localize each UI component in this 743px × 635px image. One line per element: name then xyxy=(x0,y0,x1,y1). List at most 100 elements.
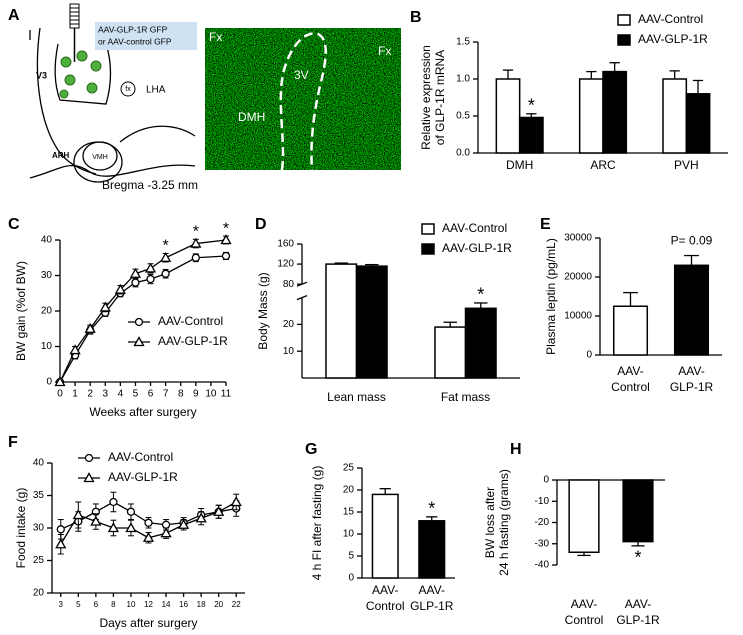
x-tick-label: 2 xyxy=(87,389,93,400)
y-tick-label: 1.0 xyxy=(456,74,470,85)
x-axis-label: Weeks after surgery xyxy=(89,405,196,419)
y-tick-label: 40 xyxy=(41,235,53,246)
y-tick-label: 10 xyxy=(41,341,53,352)
error-bar xyxy=(609,62,620,72)
panel-letter: E xyxy=(540,216,551,233)
error-bar xyxy=(502,69,514,79)
bar xyxy=(622,479,654,543)
bar xyxy=(325,263,358,379)
y-tick-label: 0 xyxy=(46,377,52,388)
x-tick-label: 10 xyxy=(205,389,217,400)
panel-letter: G xyxy=(305,441,317,458)
panel-letter: D xyxy=(255,216,267,233)
image-label: Fx xyxy=(209,30,222,44)
y-axis-label: BW gain (%of BW) xyxy=(14,261,28,361)
marker-triangle xyxy=(84,322,96,333)
error-bar xyxy=(474,302,488,309)
series-line xyxy=(59,255,227,383)
x-tick-label: 8 xyxy=(111,600,116,609)
y-tick-label: -40 xyxy=(535,560,550,571)
syringe-thread xyxy=(70,7,79,25)
vmh-outer xyxy=(73,141,123,183)
y-tick-label: 15 xyxy=(343,507,355,518)
marker-triangle xyxy=(55,538,67,549)
y-tick-label: 0 xyxy=(543,475,549,486)
bar xyxy=(418,520,446,579)
injection-label: or AAV-control GFP xyxy=(98,36,172,46)
x-tick-label: 11 xyxy=(221,389,232,400)
y-tick-label: 25 xyxy=(343,463,355,474)
annotation: * xyxy=(477,285,484,305)
y-tick-label: 20 xyxy=(283,319,295,330)
x-tick-label: 8 xyxy=(178,389,184,400)
y-axis-label: BW loss after xyxy=(483,487,497,558)
marker-circle xyxy=(191,253,200,262)
x-tick-label: 6 xyxy=(148,389,154,400)
marker-circle xyxy=(131,278,140,287)
y-tick-label: 20 xyxy=(343,485,355,496)
error-bar xyxy=(443,321,457,328)
y-tick-label: 0.5 xyxy=(456,111,470,122)
bregma-label: Bregma -3.25 mm xyxy=(102,178,198,192)
y-tick-label: 25 xyxy=(33,555,45,566)
x-tick-label: AAV-GLP-1R xyxy=(670,364,714,394)
marker-circle xyxy=(161,520,171,529)
legend-label: AAV-GLP-1R xyxy=(442,241,512,255)
marker-triangle xyxy=(107,522,120,533)
annotation: * xyxy=(193,224,199,241)
legend-swatch xyxy=(617,14,631,26)
x-tick-label: 20 xyxy=(214,600,223,609)
slice-curve xyxy=(119,125,196,143)
marker-circle xyxy=(126,507,136,516)
slice-base xyxy=(29,164,196,179)
x-tick-label: 14 xyxy=(162,600,171,609)
marker-triangle xyxy=(144,262,157,273)
fx-outline xyxy=(120,81,136,97)
marker-triangle xyxy=(129,267,142,278)
marker-triangle xyxy=(213,505,225,516)
marker-circle xyxy=(109,497,118,507)
bar xyxy=(464,307,497,379)
marker-triangle xyxy=(220,234,232,245)
x-tick-label: AAV-GLP-1R xyxy=(616,597,660,627)
marker-triangle xyxy=(54,376,66,387)
legend-label: AAV-Control xyxy=(442,221,507,235)
marker-circle xyxy=(144,518,153,527)
y-tick-label: 40 xyxy=(33,458,45,469)
slice-outline xyxy=(36,27,97,175)
y-tick-label: 0 xyxy=(348,573,354,584)
error-bar xyxy=(526,113,537,118)
x-tick-label: 12 xyxy=(144,600,153,609)
marker-triangle xyxy=(177,518,190,529)
x-tick-label: ARC xyxy=(590,158,616,172)
region-label: LHA xyxy=(146,85,166,96)
x-tick-label: AAV-Control xyxy=(366,583,405,613)
ventricle-outline xyxy=(279,32,327,171)
annotation: P= 0.09 xyxy=(671,234,713,248)
x-axis-label: Days after surgery xyxy=(99,616,197,630)
bar xyxy=(662,78,688,154)
y-axis-label: of GLP-1R mRNA xyxy=(433,50,447,145)
y-axis-label: Relative expression xyxy=(419,45,433,150)
x-tick-label: 22 xyxy=(232,600,241,609)
bar xyxy=(685,93,711,154)
y-tick-label: 0.0 xyxy=(456,148,470,159)
error-bar xyxy=(684,254,699,266)
x-tick-label: Lean mass xyxy=(327,390,386,404)
marker-triangle xyxy=(195,512,207,523)
annotation: * xyxy=(634,548,641,568)
x-tick-label: 0 xyxy=(57,389,63,400)
axis-break xyxy=(296,294,308,301)
bar xyxy=(568,479,600,553)
marker-triangle xyxy=(160,527,172,538)
legend-label: AAV-Control xyxy=(108,450,173,464)
x-tick-label: AAV-Control xyxy=(565,597,604,627)
bar xyxy=(602,70,628,154)
injection-label: AAV-GLP-1R GFP xyxy=(98,24,168,34)
x-tick-label: 10 xyxy=(127,600,136,609)
error-bar xyxy=(623,291,638,307)
marker-triangle xyxy=(125,522,137,533)
region-label: fx xyxy=(125,86,131,93)
legend-label: AAV-GLP-1R xyxy=(158,334,228,348)
